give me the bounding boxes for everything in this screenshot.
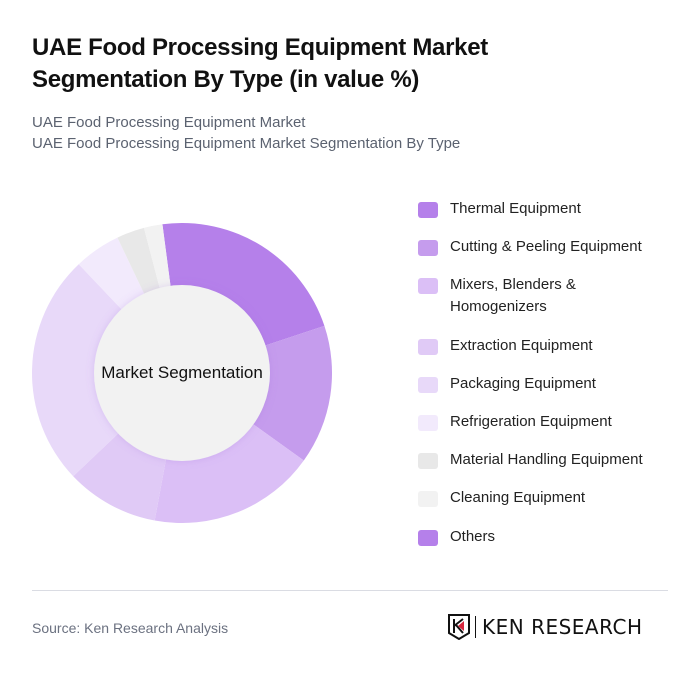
legend-swatch: [418, 278, 438, 294]
legend-swatch: [418, 453, 438, 469]
subtitle-line-1: UAE Food Processing Equipment Market: [32, 114, 306, 131]
legend-label: Cutting & Peeling Equipment: [450, 238, 642, 255]
legend-item[interactable]: Refrigeration Equipment: [418, 411, 688, 433]
legend-label: Packaging Equipment: [450, 375, 596, 392]
legend-label: Material Handling Equipment: [450, 451, 643, 468]
legend-item[interactable]: Thermal Equipment: [418, 198, 688, 220]
donut-slice[interactable]: [162, 223, 325, 355]
legend-label: Others: [450, 528, 496, 545]
legend-swatch: [418, 530, 438, 546]
legend-swatch: [418, 377, 438, 393]
legend-swatch: [418, 240, 438, 256]
chart-subtitle: UAE Food Processing Equipment Market UAE…: [32, 112, 460, 154]
donut-hole: [94, 285, 270, 461]
subtitle-line-2: UAE Food Processing Equipment Market Seg…: [32, 135, 461, 152]
legend-item[interactable]: Mixers, Blenders & Homogenizers: [418, 274, 688, 318]
logo-separator: [475, 616, 476, 638]
chart-title: UAE Food Processing Equipment Market Seg…: [32, 34, 488, 93]
legend-item[interactable]: Cutting & Peeling Equipment: [418, 236, 688, 258]
legend-item[interactable]: Others: [418, 526, 688, 548]
legend-label: Refrigeration Equipment: [450, 413, 612, 430]
legend-label: Mixers, Blenders & Homogenizers: [450, 276, 576, 315]
legend-swatch: [418, 415, 438, 431]
chart-legend: Thermal Equipment Cutting & Peeling Equip…: [418, 198, 688, 548]
legend-item[interactable]: Packaging Equipment: [418, 373, 688, 395]
legend-label: Cleaning Equipment: [450, 489, 586, 506]
logo-text: KEN RESEARCH: [482, 615, 643, 639]
ken-research-logo: KEN RESEARCH: [448, 614, 643, 640]
legend-swatch: [418, 202, 438, 218]
legend-item[interactable]: Cleaning Equipment: [418, 487, 688, 509]
legend-item[interactable]: Material Handling Equipment: [418, 449, 688, 471]
legend-label: Thermal Equipment: [450, 200, 581, 217]
legend-item[interactable]: Extraction Equipment: [418, 335, 688, 357]
ken-research-logo-icon: [448, 614, 470, 640]
legend-swatch: [418, 491, 438, 507]
source-text: Source: Ken Research Analysis: [32, 620, 229, 636]
donut-chart: [32, 223, 332, 523]
legend-label: Extraction Equipment: [450, 337, 593, 354]
legend-swatch: [418, 339, 438, 355]
footer-divider: [32, 590, 668, 591]
